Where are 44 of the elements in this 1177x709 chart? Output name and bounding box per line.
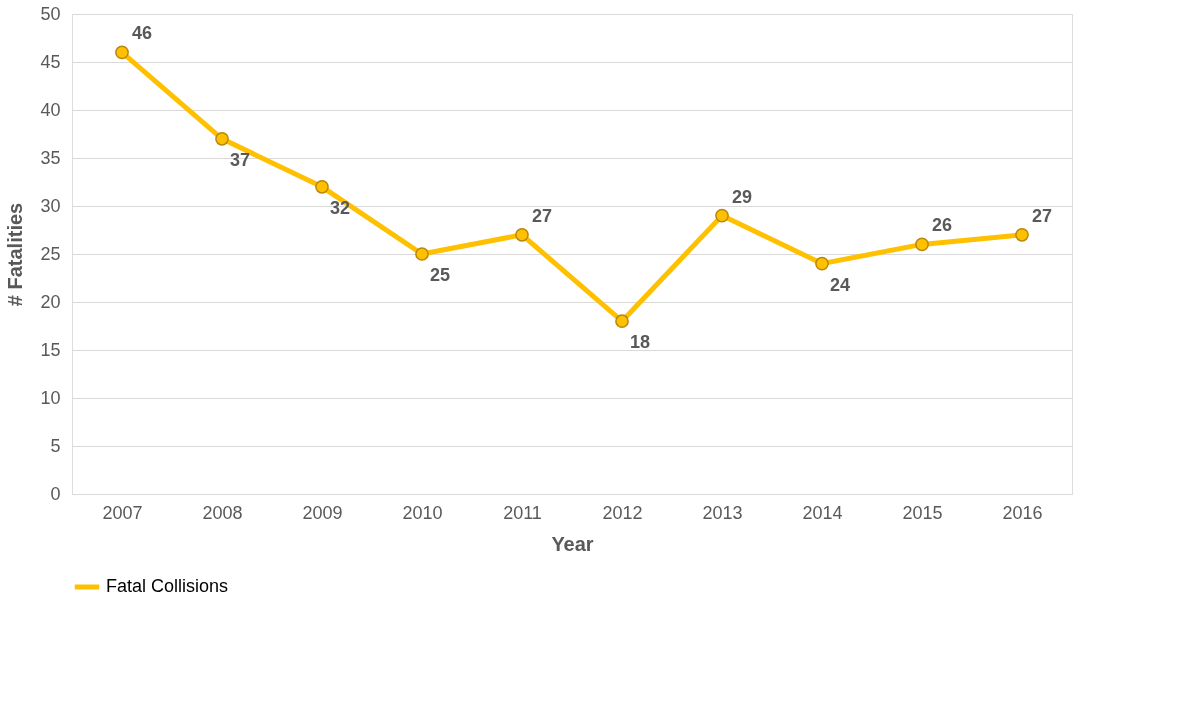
point: [615, 314, 629, 329]
data-label: 37: [229, 149, 251, 170]
data-label: 18: [629, 332, 651, 353]
y-tick-label: 35: [40, 147, 61, 168]
point: [315, 179, 329, 194]
x-tick-label: 2015: [902, 502, 943, 523]
y-tick-label: 40: [40, 99, 61, 120]
x-tick-label: 2009: [302, 502, 343, 523]
x-tick-label: 2013: [702, 502, 743, 523]
point: [215, 131, 229, 146]
data-label: 29: [731, 186, 753, 207]
y-tick-label: 5: [50, 435, 61, 456]
x-tick-label: 2008: [202, 502, 243, 523]
y-tick-label: 0: [50, 483, 61, 504]
data-label: 27: [531, 205, 553, 226]
data-label: 32: [329, 197, 351, 218]
x-tick-label: 2014: [802, 502, 843, 523]
data-label: 27: [1031, 205, 1053, 226]
y-tick-label: 25: [40, 243, 61, 264]
x-tick-label: 2011: [503, 502, 542, 523]
y-tick-label: 45: [40, 51, 61, 72]
legend-label: Fatal Collisions: [106, 576, 229, 596]
point: [1015, 227, 1029, 242]
point: [915, 237, 929, 252]
x-tick-label: 2007: [102, 502, 143, 523]
x-tick-label: 2016: [1002, 502, 1043, 523]
point: [115, 45, 129, 60]
x-tick-label: 2010: [402, 502, 443, 523]
data-label: 24: [829, 274, 851, 295]
y-axis-title: # Fatalities: [4, 202, 27, 307]
x-axis-title: Year: [551, 532, 594, 555]
point: [415, 247, 429, 261]
data-label: 25: [429, 265, 451, 285]
data-label: 26: [931, 215, 953, 236]
y-tick-label: 30: [40, 195, 61, 216]
y-tick-label: 15: [40, 339, 61, 360]
x-tick-label: 2012: [602, 502, 643, 523]
y-tick-label: 10: [40, 387, 61, 408]
point: [715, 208, 729, 223]
data-label: 46: [131, 23, 153, 44]
y-tick-label: 50: [40, 3, 61, 24]
point: [815, 256, 829, 271]
y-tick-label: 20: [40, 291, 61, 312]
point: [515, 227, 529, 242]
